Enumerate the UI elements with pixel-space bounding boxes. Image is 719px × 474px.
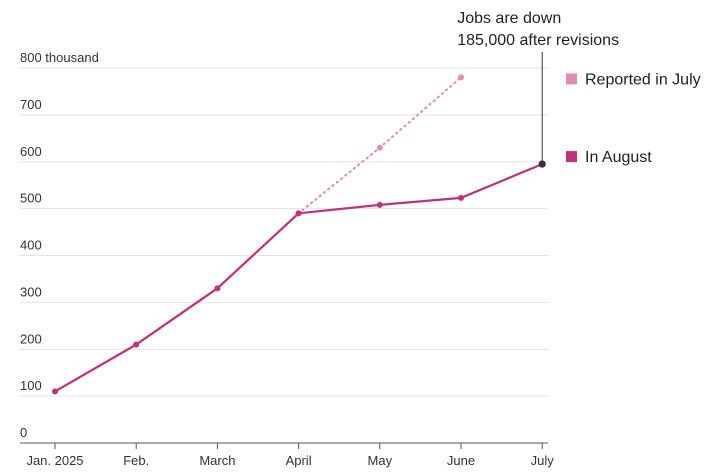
data-point-reported-in-july [376,144,383,151]
series-line-in-august [53,162,544,393]
x-tick-label: March [199,453,235,468]
legend-swatch-in-august [566,151,577,163]
y-tick-label: 600 [20,144,42,159]
series-group [52,74,546,395]
annotation-text-line-1: Jobs are down [457,10,561,27]
legend-swatch-reported-in-july [566,73,577,85]
x-tick-label: July [531,453,555,468]
x-tick-label: Feb. [123,453,149,468]
y-tick-label: 500 [20,191,42,206]
legend-label-reported-in-july: Reported in July [585,71,701,88]
annotation-group: Jobs are down 185,000 after revisions [457,10,619,165]
series-line-reported-in-july [54,76,462,393]
annotation-text-line-2: 185,000 after revisions [457,32,619,49]
grid-lines [20,67,548,444]
y-axis: 0 100 200 300 400 500 600 700 800 thousand [20,50,99,440]
data-point-in-august [133,341,140,348]
legend: Reported in July In August [566,71,701,166]
data-point-reported-in-july [458,74,464,81]
y-tick-label: 700 [20,97,42,112]
x-tick-label: April [286,453,312,468]
x-tick-label: Jan. 2025 [26,453,83,468]
data-point-in-august [295,210,302,217]
annotation-point [538,160,546,168]
x-tick-label: June [447,453,475,468]
legend-label-in-august: In August [585,149,652,166]
data-point-in-august [376,201,383,208]
x-tick-label: May [368,453,393,468]
y-tick-label: 400 [20,238,42,253]
y-tick-label: 200 [20,331,42,346]
data-point-in-august [214,285,221,292]
y-tick-label: 300 [20,284,42,299]
x-axis: Jan. 2025 Feb. March April May June July [26,443,554,468]
y-tick-label: 0 [20,425,27,440]
data-point-in-august [458,194,464,201]
y-tick-label: 800 thousand [20,50,99,65]
data-point-in-august [52,388,58,395]
y-tick-label: 100 [20,378,42,393]
